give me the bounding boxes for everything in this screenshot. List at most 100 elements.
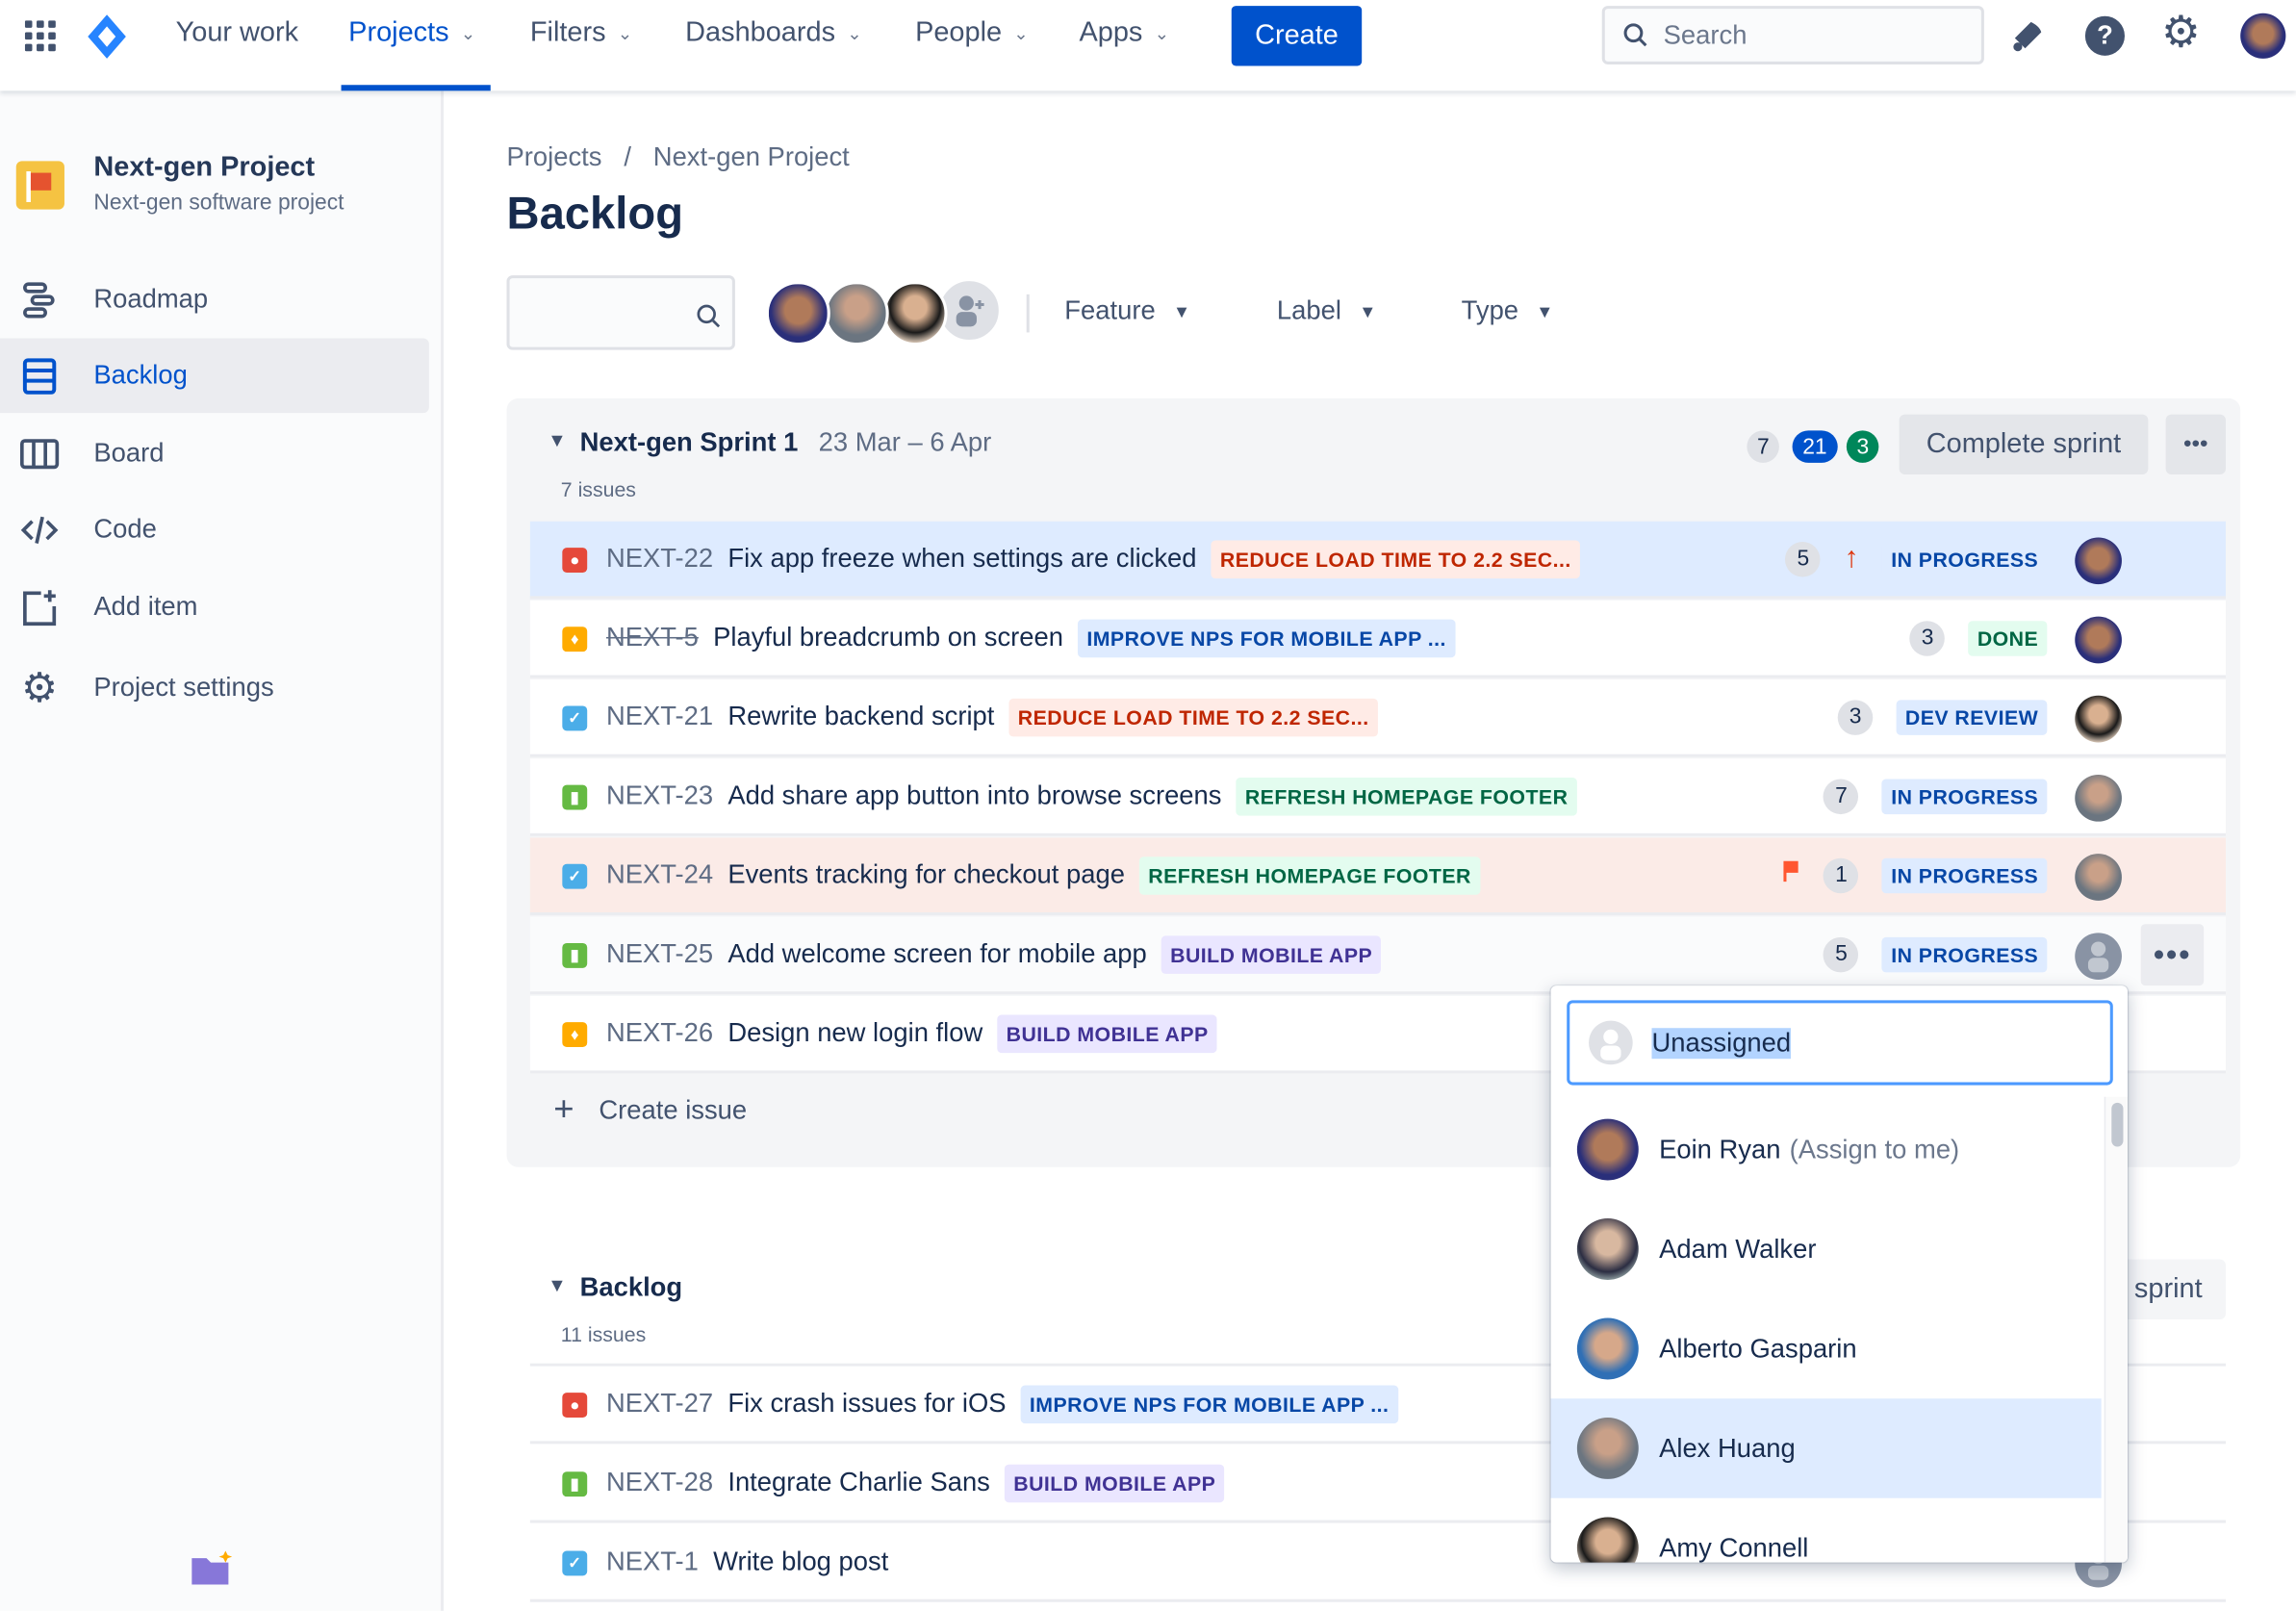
epic-label[interactable]: REDUCE LOAD TIME TO 2.2 SEC... <box>1211 539 1580 578</box>
sidebar-item-label: Project settings <box>93 672 274 702</box>
jira-logo-icon[interactable] <box>87 14 128 65</box>
assignee-avatar[interactable] <box>2075 537 2122 585</box>
issue-key[interactable]: NEXT-27 <box>605 1388 714 1419</box>
settings-gear-icon[interactable]: ⚙ <box>2161 9 2201 58</box>
collapse-chevron-icon[interactable]: ▼ <box>548 428 567 451</box>
issue-key[interactable]: NEXT-21 <box>605 701 714 731</box>
epic-label[interactable]: BUILD MOBILE APP <box>1005 1463 1225 1502</box>
status-lozenge[interactable]: IN PROGRESS <box>1882 541 2048 576</box>
feedback-folder-icon[interactable] <box>191 1549 235 1595</box>
app-switcher-icon[interactable] <box>24 20 57 60</box>
assignee-avatar <box>1576 1218 1639 1280</box>
assignee-avatar[interactable] <box>2075 854 2122 901</box>
create-issue-button[interactable]: Create issue <box>599 1095 748 1125</box>
search-input[interactable]: Search <box>1601 6 1984 64</box>
assignee-avatar <box>1576 1118 1639 1181</box>
gear-icon: ⚙ <box>20 664 59 711</box>
assignee-avatar[interactable] <box>2075 616 2122 664</box>
sidebar-item-add-item[interactable]: Add item <box>0 570 429 645</box>
sidebar-item-project-settings[interactable]: ⚙ Project settings <box>0 651 429 726</box>
sidebar-item-roadmap[interactable]: Roadmap <box>0 262 429 337</box>
row-more-button[interactable]: ••• <box>2140 924 2205 986</box>
project-avatar-icon <box>15 161 64 210</box>
issue-key[interactable]: NEXT-26 <box>605 1017 714 1048</box>
issue-key[interactable]: NEXT-24 <box>605 859 714 889</box>
search-placeholder: Search <box>1663 19 1748 49</box>
assignee-search-input[interactable]: Unassigned <box>1567 1000 2113 1086</box>
sprint-name: Next-gen Sprint 1 <box>579 427 799 457</box>
user-avatar[interactable] <box>2240 13 2286 59</box>
nav-filters[interactable]: Filters ⌄ <box>530 17 632 49</box>
epic-label[interactable]: IMPROVE NPS FOR MOBILE APP ... <box>1020 1384 1398 1423</box>
issue-key[interactable]: NEXT-25 <box>605 938 714 968</box>
status-lozenge[interactable]: DONE <box>1968 620 2048 655</box>
nav-projects[interactable]: Projects ⌄ <box>348 17 475 49</box>
status-lozenge[interactable]: IN PROGRESS <box>1882 857 2048 893</box>
type-filter[interactable]: Type ▼ <box>1462 295 1554 326</box>
collapse-chevron-icon[interactable]: ▼ <box>548 1273 567 1296</box>
assignee-option[interactable]: Eoin Ryan (Assign to me) <box>1550 1100 2101 1199</box>
nav-dashboards[interactable]: Dashboards ⌄ <box>685 17 861 49</box>
help-icon[interactable]: ? <box>2084 15 2125 56</box>
status-lozenge[interactable]: IN PROGRESS <box>1882 778 2048 814</box>
sidebar-item-label: Add item <box>93 591 198 622</box>
sidebar-item-board[interactable]: Board <box>0 416 429 491</box>
issue-key[interactable]: NEXT-5 <box>605 622 699 652</box>
epic-label[interactable]: IMPROVE NPS FOR MOBILE APP ... <box>1078 618 1456 657</box>
unassigned-avatar[interactable] <box>2075 933 2122 981</box>
issue-key[interactable]: NEXT-28 <box>605 1467 714 1497</box>
issue-key[interactable]: NEXT-23 <box>605 780 714 810</box>
epic-label[interactable]: BUILD MOBILE APP <box>1161 934 1382 974</box>
story-icon: ▮ <box>562 1471 588 1497</box>
epic-label[interactable]: BUILD MOBILE APP <box>997 1013 1217 1053</box>
label-filter[interactable]: Label ▼ <box>1277 295 1376 326</box>
epic-label[interactable]: REFRESH HOMEPAGE FOOTER <box>1139 856 1481 894</box>
epic-label[interactable]: REFRESH HOMEPAGE FOOTER <box>1236 777 1577 815</box>
assignee-option[interactable]: Alex Huang <box>1550 1398 2102 1498</box>
filter-avatar-alex[interactable] <box>824 281 889 346</box>
complete-sprint-button[interactable]: Complete sprint <box>1899 414 2149 475</box>
assignee-avatar[interactable] <box>2075 695 2122 743</box>
issue-row[interactable]: ✓ NEXT-24 Events tracking for checkout pag… <box>529 837 2226 916</box>
issue-key[interactable]: NEXT-1 <box>605 1546 699 1576</box>
assignee-option[interactable]: Amy Connell <box>1550 1498 2101 1563</box>
filter-label: Type <box>1461 295 1519 325</box>
feature-filter[interactable]: Feature ▼ <box>1064 295 1190 326</box>
issue-summary: Add welcome screen for mobile app <box>727 938 1147 968</box>
sprint-more-button[interactable]: ••• <box>2165 414 2226 475</box>
assignee-option[interactable]: Adam Walker <box>1550 1199 2101 1298</box>
sidebar-item-code[interactable]: Code <box>0 492 429 567</box>
backlog-name: Backlog <box>579 1272 683 1302</box>
issue-row[interactable]: ● NEXT-22 Fix app freeze when settings are… <box>529 521 2226 600</box>
nav-apps[interactable]: Apps ⌄ <box>1079 17 1168 49</box>
notifications-icon[interactable] <box>2010 17 2046 60</box>
filter-avatar-amy[interactable] <box>882 281 948 346</box>
bug-icon: ● <box>562 548 588 573</box>
status-lozenge[interactable]: IN PROGRESS <box>1882 936 2048 972</box>
issue-row[interactable]: ♦ NEXT-5 Playful breadcrumb on screen IMPRO… <box>529 600 2226 678</box>
backlog-search-input[interactable] <box>506 275 735 350</box>
sidebar-item-backlog[interactable]: Backlog <box>0 338 429 414</box>
filter-avatar-eoin[interactable] <box>765 281 830 346</box>
chevron-down-icon: ⌄ <box>460 23 476 44</box>
issue-summary: Integrate Charlie Sans <box>727 1467 990 1497</box>
status-lozenge[interactable]: DEV REVIEW <box>1896 699 2048 735</box>
assignee-option[interactable]: Alberto Gasparin <box>1550 1299 2101 1398</box>
issue-row[interactable]: ▮ NEXT-25 Add welcome screen for mobile ap… <box>529 916 2226 995</box>
roadmap-icon <box>0 280 93 319</box>
assignee-avatar[interactable] <box>2075 774 2122 822</box>
assignee-name: Alex Huang <box>1659 1432 1796 1463</box>
issue-key[interactable]: NEXT-22 <box>605 543 714 573</box>
nav-people[interactable]: People ⌄ <box>915 17 1029 49</box>
dropdown-scrollbar[interactable] <box>2104 1096 2129 1563</box>
breadcrumb-projects[interactable]: Projects <box>506 141 602 172</box>
add-item-icon <box>0 588 93 626</box>
nav-your-work[interactable]: Your work <box>176 17 299 49</box>
filter-label: Feature <box>1064 295 1156 325</box>
epic-label[interactable]: REDUCE LOAD TIME TO 2.2 SEC... <box>1008 698 1378 736</box>
create-button[interactable]: Create <box>1231 6 1363 66</box>
issue-row[interactable]: ▮ NEXT-23 Add share app button into browse… <box>529 758 2226 836</box>
scrollbar-thumb[interactable] <box>2111 1102 2124 1147</box>
breadcrumb-project[interactable]: Next-gen Project <box>652 141 850 172</box>
issue-row[interactable]: ✓ NEXT-21 Rewrite backend script REDUCE LOA… <box>529 679 2226 757</box>
